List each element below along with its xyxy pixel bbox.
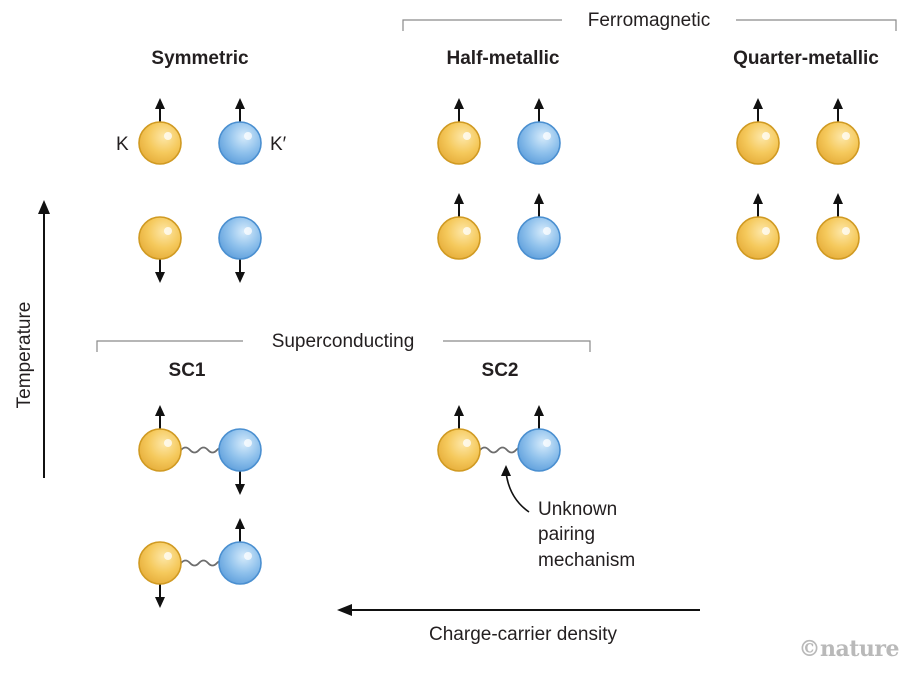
sphere-highlight bbox=[842, 132, 850, 140]
spin-arrowhead-icon bbox=[534, 405, 544, 416]
sphere-highlight bbox=[164, 132, 172, 140]
temperature-axis: Temperature bbox=[14, 200, 50, 478]
kprime-valley-sphere bbox=[517, 428, 561, 472]
kprime-valley-electron-spin-down bbox=[218, 428, 262, 495]
k-valley-electron-spin-up bbox=[437, 405, 481, 472]
spin-arrowhead-icon bbox=[235, 98, 245, 109]
kprime-valley-sphere bbox=[218, 121, 262, 165]
k-valley-electron-spin-up bbox=[816, 193, 860, 260]
kprime-valley-electron-spin-up bbox=[517, 405, 561, 472]
spin-arrowhead-icon bbox=[454, 193, 464, 204]
sphere-highlight bbox=[463, 132, 471, 140]
k-valley-electron-spin-up bbox=[138, 98, 182, 165]
k-valley-electron-spin-up bbox=[437, 193, 481, 260]
k-valley-sphere bbox=[816, 216, 860, 260]
kprime-valley-sphere bbox=[218, 541, 262, 585]
sphere-highlight bbox=[842, 227, 850, 235]
sphere-highlight bbox=[543, 227, 551, 235]
k-valley-sphere bbox=[437, 428, 481, 472]
annotation-line-3: mechanism bbox=[538, 550, 635, 571]
k-valley-electron-spin-up bbox=[736, 193, 780, 260]
spin-arrowhead-icon bbox=[155, 597, 165, 608]
spin-arrowhead-icon bbox=[155, 405, 165, 416]
spin-arrowhead-icon bbox=[753, 98, 763, 109]
annotation-pointer-head bbox=[501, 465, 511, 476]
k-valley-sphere bbox=[736, 121, 780, 165]
sphere-highlight bbox=[164, 439, 172, 447]
spin-arrowhead-icon bbox=[454, 98, 464, 109]
temperature-axis-label: Temperature bbox=[14, 302, 35, 409]
kprime-valley-electron-spin-up bbox=[517, 193, 561, 260]
nature-watermark: ©nature bbox=[799, 636, 900, 662]
electrons bbox=[138, 98, 860, 608]
spin-arrowhead-icon bbox=[833, 98, 843, 109]
k-valley-electron-spin-down bbox=[138, 541, 182, 608]
sphere-highlight bbox=[244, 439, 252, 447]
k-valley-sphere bbox=[437, 216, 481, 260]
sphere-highlight bbox=[244, 132, 252, 140]
spin-arrowhead-icon bbox=[833, 193, 843, 204]
spin-arrowhead-icon bbox=[534, 98, 544, 109]
annotation-line-2: pairing bbox=[538, 524, 595, 545]
sphere-highlight bbox=[164, 552, 172, 560]
k-valley-electron-spin-down bbox=[138, 216, 182, 283]
valley-label-k: K bbox=[116, 134, 129, 155]
sphere-highlight bbox=[164, 227, 172, 235]
density-axis: Charge-carrier density bbox=[337, 604, 700, 645]
state-title-quarter-metallic: Quarter-metallic bbox=[733, 48, 879, 69]
spin-arrowhead-icon bbox=[235, 484, 245, 495]
annotation-line-1: Unknown bbox=[538, 499, 617, 520]
kprime-valley-sphere bbox=[218, 216, 262, 260]
state-title-sc2: SC2 bbox=[482, 360, 519, 381]
sphere-highlight bbox=[762, 132, 770, 140]
valley-label-kprime: K′ bbox=[270, 134, 287, 155]
state-title-symmetric: Symmetric bbox=[151, 48, 249, 69]
spin-arrowhead-icon bbox=[454, 405, 464, 416]
k-valley-electron-spin-up bbox=[816, 98, 860, 165]
pairing-wiggle bbox=[479, 446, 523, 454]
state-title-sc1: SC1 bbox=[169, 360, 206, 381]
kprime-valley-sphere bbox=[218, 428, 262, 472]
k-valley-electron-spin-up bbox=[138, 405, 182, 472]
spin-arrowhead-icon bbox=[235, 518, 245, 529]
superconducting-label: Superconducting bbox=[272, 331, 415, 352]
ferromagnetic-label: Ferromagnetic bbox=[588, 10, 711, 31]
k-valley-electron-spin-up bbox=[437, 98, 481, 165]
spin-arrowhead-icon bbox=[155, 272, 165, 283]
density-axis-label: Charge-carrier density bbox=[429, 624, 617, 645]
k-valley-sphere bbox=[736, 216, 780, 260]
kprime-valley-sphere bbox=[517, 121, 561, 165]
state-title-half-metallic: Half-metallic bbox=[447, 48, 560, 69]
sphere-highlight bbox=[244, 552, 252, 560]
sphere-highlight bbox=[463, 227, 471, 235]
sphere-highlight bbox=[762, 227, 770, 235]
k-valley-sphere bbox=[138, 121, 182, 165]
k-valley-sphere bbox=[138, 541, 182, 585]
ferromagnetic-bracket: Ferromagnetic bbox=[402, 10, 897, 31]
kprime-valley-electron-spin-up bbox=[218, 98, 262, 165]
annotation-pointer bbox=[505, 471, 530, 513]
k-valley-sphere bbox=[437, 121, 481, 165]
spin-arrowhead-icon bbox=[534, 193, 544, 204]
kprime-valley-electron-spin-down bbox=[218, 216, 262, 283]
k-valley-electron-spin-up bbox=[736, 98, 780, 165]
sphere-highlight bbox=[543, 439, 551, 447]
k-valley-sphere bbox=[138, 428, 182, 472]
kprime-valley-sphere bbox=[517, 216, 561, 260]
kprime-valley-electron-spin-up bbox=[517, 98, 561, 165]
sphere-highlight bbox=[244, 227, 252, 235]
kprime-valley-electron-spin-up bbox=[218, 518, 262, 585]
sphere-highlight bbox=[543, 132, 551, 140]
k-valley-sphere bbox=[816, 121, 860, 165]
spin-arrowhead-icon bbox=[155, 98, 165, 109]
spin-arrowhead-icon bbox=[753, 193, 763, 204]
k-valley-sphere bbox=[138, 216, 182, 260]
sphere-highlight bbox=[463, 439, 471, 447]
spin-arrowhead-icon bbox=[235, 272, 245, 283]
superconducting-bracket: Superconducting bbox=[96, 331, 591, 352]
